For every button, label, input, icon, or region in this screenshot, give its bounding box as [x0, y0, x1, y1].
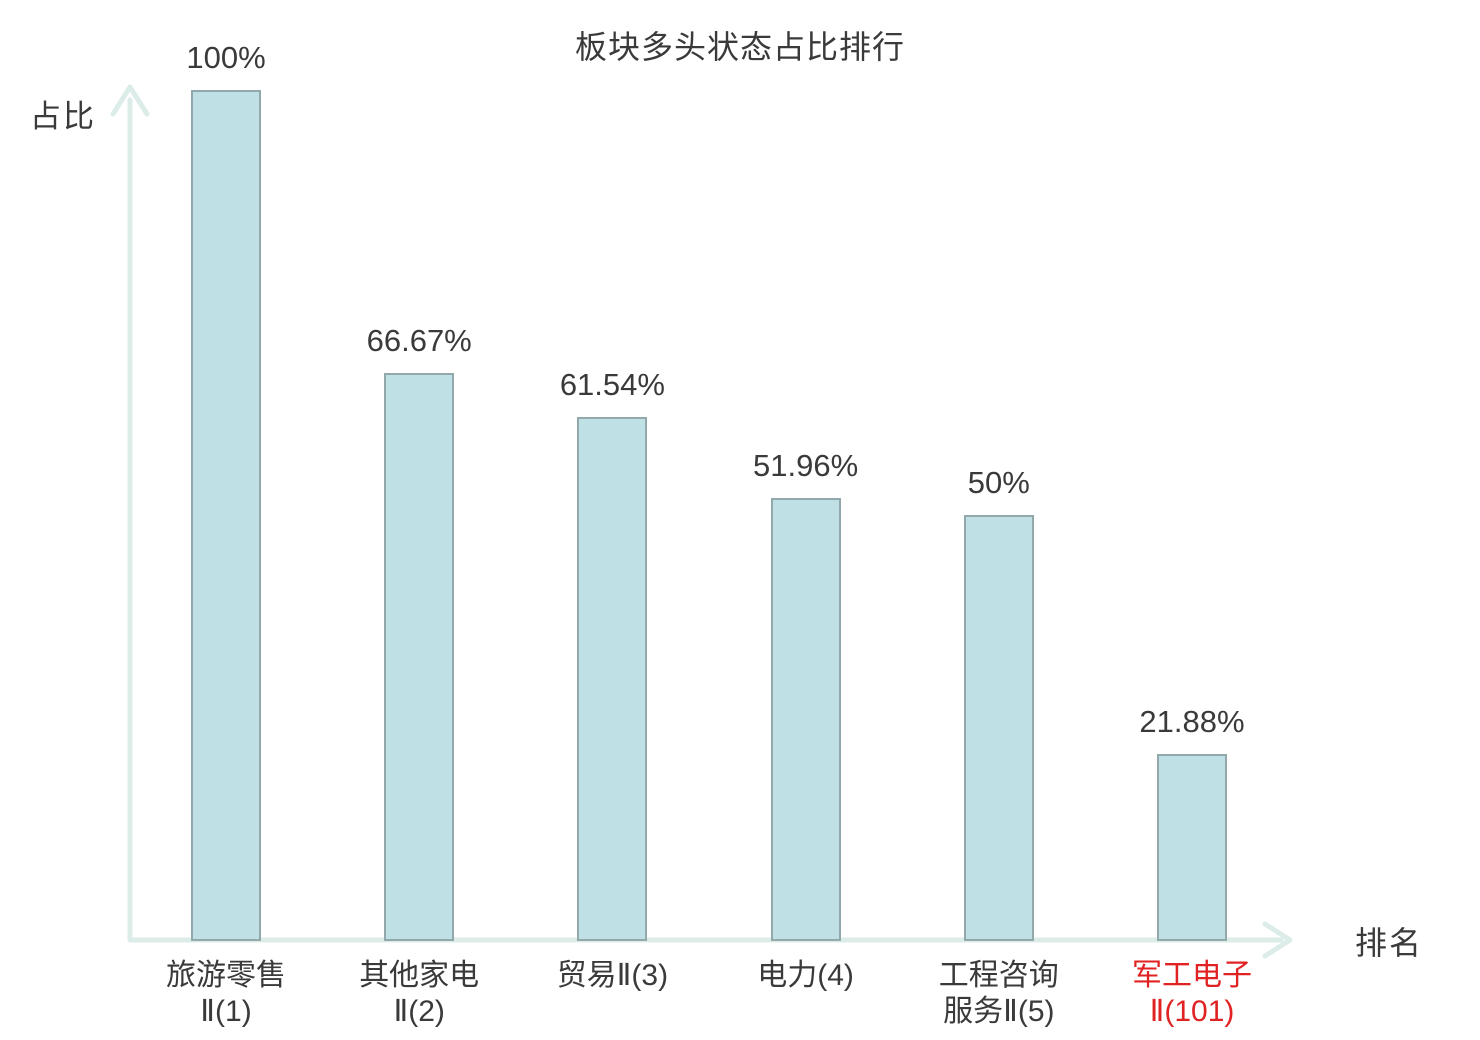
bar [577, 416, 648, 941]
bar-category-label-line: Ⅱ(2) [393, 995, 445, 1028]
bar-category-label-line: 电力(4) [757, 959, 854, 992]
bar [384, 373, 455, 941]
y-axis-label: 占比 [30, 99, 96, 134]
bar-category-label-line: 服务Ⅱ(5) [943, 995, 1055, 1028]
bar-category-label-line: 工程咨询 [938, 959, 1059, 992]
bar-value-label: 61.54% [559, 366, 665, 402]
bar [1157, 754, 1227, 941]
bar-value-label: 21.88% [1139, 704, 1245, 740]
bar-category-label-line: Ⅱ(101) [1149, 995, 1235, 1028]
bar-value-label: 50% [967, 465, 1030, 500]
bar-category-label: 其他家电 Ⅱ(2) [289, 958, 549, 1030]
bar-category-label: 贸易Ⅱ(3) [482, 958, 742, 994]
x-axis-arrow-icon [1262, 921, 1293, 959]
bar-value-label: 66.67% [366, 323, 472, 359]
bar-category-label-line: 旅游零售 [166, 959, 286, 992]
bar-value-label: 51.96% [753, 448, 859, 484]
bar [770, 498, 841, 941]
bar-category-label-line: Ⅱ(1) [200, 995, 252, 1028]
bar-category-label-line: 其他家电 [359, 959, 480, 992]
chart-title: 板块多头状态占比排行 [574, 29, 905, 65]
y-axis-arrow-icon [110, 84, 150, 117]
bar-category-label: 旅游零售 Ⅱ(1) [96, 958, 356, 1030]
bar-category-label-line: 军工电子 [1132, 959, 1252, 992]
bar-category-label: 电力(4) [676, 958, 936, 994]
bar-category-label: 工程咨询 服务Ⅱ(5) [869, 958, 1129, 1030]
bar [191, 90, 261, 941]
bar-value-label: 100% [186, 40, 266, 75]
bar-category-label: 军工电子 Ⅱ(101) [1062, 958, 1322, 1030]
bar-category-label-line: 贸易Ⅱ(3) [556, 959, 669, 992]
bar [963, 515, 1034, 941]
x-axis-label: 排名 [1355, 925, 1424, 961]
